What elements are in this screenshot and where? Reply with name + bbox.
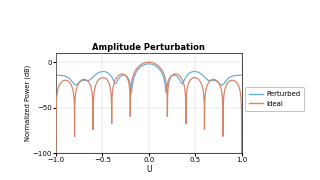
Text: MATLAB -: MATLAB - — [5, 18, 55, 28]
Text: Element Failures in a Sensor Array: Element Failures in a Sensor Array — [96, 30, 264, 40]
Legend: Perturbed, Ideal: Perturbed, Ideal — [245, 87, 304, 111]
Title: Amplitude Perturbation: Amplitude Perturbation — [92, 43, 205, 52]
Text: Modeling Perturbations and: Modeling Perturbations and — [96, 9, 231, 19]
X-axis label: U: U — [146, 165, 152, 174]
Y-axis label: Normalized Power (dB): Normalized Power (dB) — [25, 65, 31, 141]
